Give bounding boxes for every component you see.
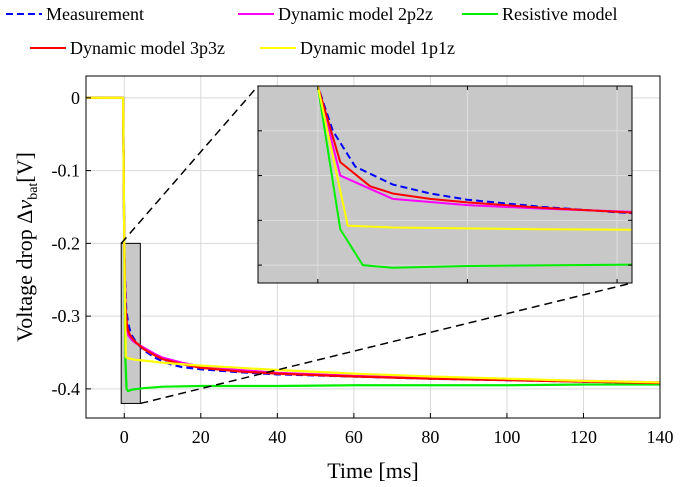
- x-tick-label: 100: [493, 427, 520, 447]
- y-axis-label-unit: [V]: [12, 152, 37, 183]
- zoom-connector-line: [120, 85, 259, 244]
- x-axis: 0 20 40 60 80 100 120 140: [120, 413, 674, 447]
- legend-label: Resistive model: [502, 4, 618, 24]
- y-tick-label: -0.4: [52, 379, 81, 399]
- inset-series-line: [316, 86, 632, 213]
- legend-label: Dynamic model 1p1z: [300, 38, 455, 58]
- inset-series-line: [316, 86, 632, 269]
- y-axis-label: Voltage drop Δvbat[V]: [12, 152, 41, 342]
- zoom-connectors: [120, 85, 633, 405]
- inset-series-group: [316, 86, 632, 269]
- y-tick-label: 0: [71, 88, 80, 108]
- inset-ticks: [258, 86, 632, 283]
- legend-label: Dynamic model 2p2z: [278, 4, 433, 24]
- legend-item: Dynamic model 1p1z: [260, 38, 455, 58]
- x-tick-label: 20: [192, 427, 210, 447]
- inset-plot: [257, 85, 633, 284]
- y-axis-label-sub: bat: [26, 183, 41, 200]
- x-tick-label: 60: [345, 427, 363, 447]
- inset-grid: [258, 86, 632, 283]
- x-tick-label: 80: [421, 427, 439, 447]
- y-tick-label: -0.1: [52, 161, 81, 181]
- zoom-connector-line: [140, 282, 633, 405]
- x-tick-label: 40: [268, 427, 286, 447]
- y-axis-label-v: v: [12, 200, 37, 210]
- inset-frame: [257, 85, 633, 284]
- y-axis-label-delta: Δ: [12, 210, 37, 224]
- x-tick-label: 140: [647, 427, 674, 447]
- legend-item: Measurement: [6, 4, 144, 24]
- legend-label: Measurement: [46, 4, 144, 24]
- inset-background: [258, 86, 632, 283]
- y-tick-label: -0.3: [52, 306, 81, 326]
- y-axis-label-main: Voltage drop: [12, 224, 37, 342]
- series-line: [86, 96, 660, 384]
- x-tick-label: 0: [120, 427, 129, 447]
- inset-series-line: [316, 86, 632, 214]
- y-tick-label: -0.2: [52, 233, 81, 253]
- y-axis: 0 -0.1 -0.2 -0.3 -0.4: [52, 88, 91, 399]
- legend-label: Dynamic model 3p3z: [70, 38, 225, 58]
- main-series-group: [86, 96, 660, 393]
- inset-series-line: [316, 86, 632, 231]
- plot-frame: [85, 75, 661, 419]
- x-axis-label: Time [ms]: [327, 458, 418, 483]
- legend-item: Dynamic model 2p2z: [238, 4, 433, 24]
- x-tick-label: 120: [570, 427, 597, 447]
- legend-item: Resistive model: [462, 4, 618, 24]
- legend-item: Dynamic model 3p3z: [30, 38, 225, 58]
- legend: Measurement Dynamic model 2p2z Resistive m…: [6, 4, 618, 58]
